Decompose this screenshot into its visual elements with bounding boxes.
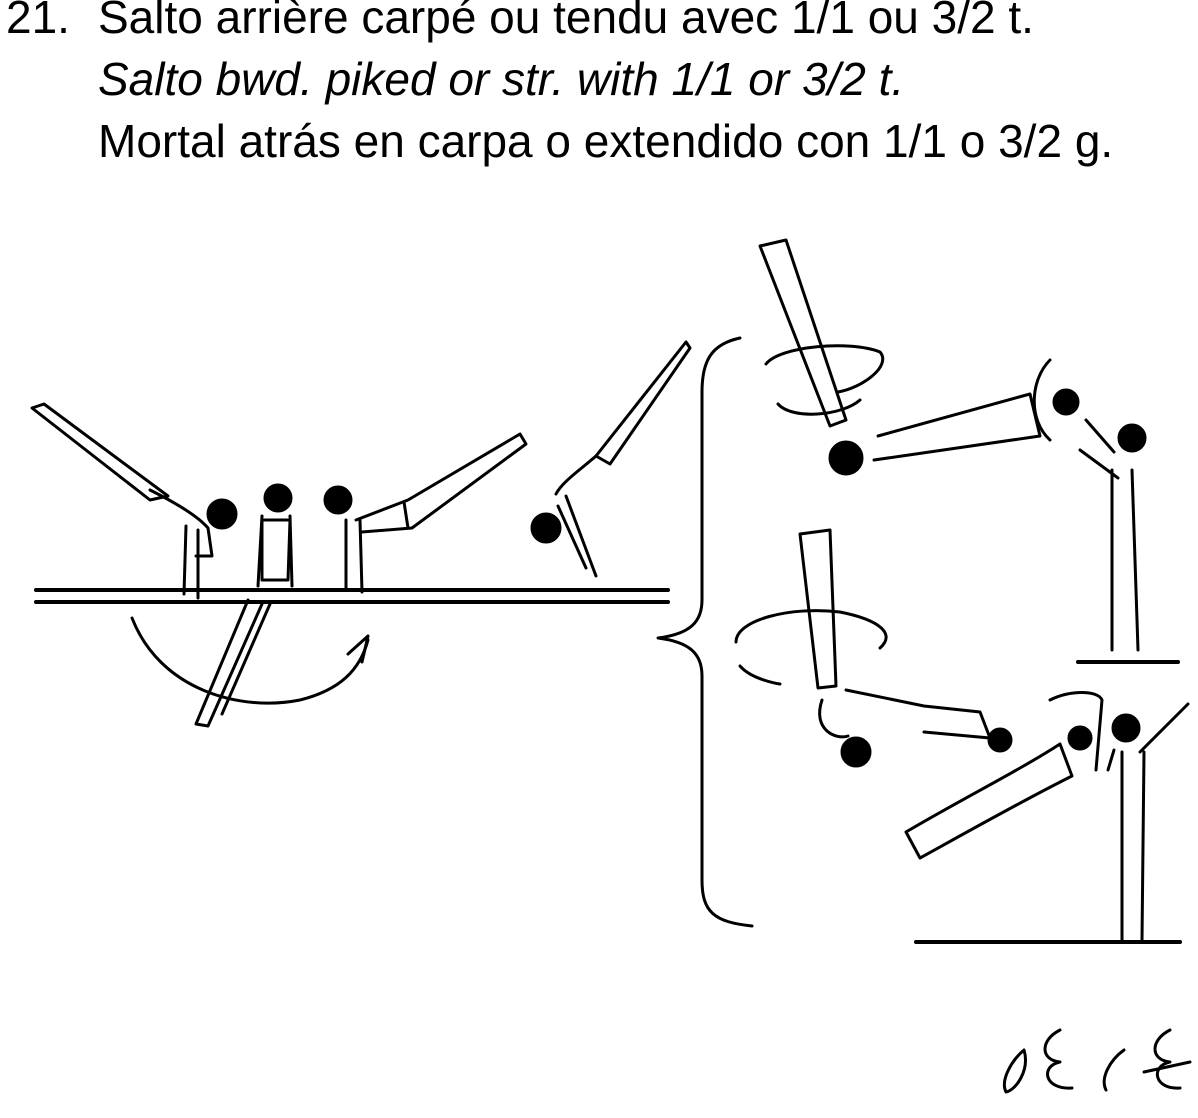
title-spanish: Mortal atrás en carpa o extendido con 1/… <box>98 115 1114 167</box>
skill-title-block: 21. Salto arrière carpé ou tendu avec 1/1… <box>6 0 1196 172</box>
gymnast-variant-2-twist <box>734 528 1013 768</box>
parallel-bars <box>34 588 670 604</box>
title-line-french: 21. Salto arrière carpé ou tendu avec 1/1… <box>6 0 1196 48</box>
skill-number: 21. <box>6 0 70 43</box>
gymnast-landing-1 <box>1076 418 1180 664</box>
gymnast-figure-4 <box>530 340 692 578</box>
gymnast-figure-1 <box>30 402 238 600</box>
gymnast-figure-2 <box>194 483 294 728</box>
gymnast-landing-2 <box>904 691 1190 944</box>
swing-rotation-arrow <box>130 616 370 705</box>
title-english: Salto bwd. piked or str. with 1/1 or 3/2… <box>98 53 905 105</box>
gymnast-figure-3 <box>323 432 528 594</box>
variant-brace <box>656 336 754 928</box>
difficulty-value-symbols <box>1003 1028 1192 1094</box>
gymnast-variant-1-twist <box>758 238 1080 476</box>
title-french: Salto arrière carpé ou tendu avec 1/1 ou… <box>98 0 1034 43</box>
